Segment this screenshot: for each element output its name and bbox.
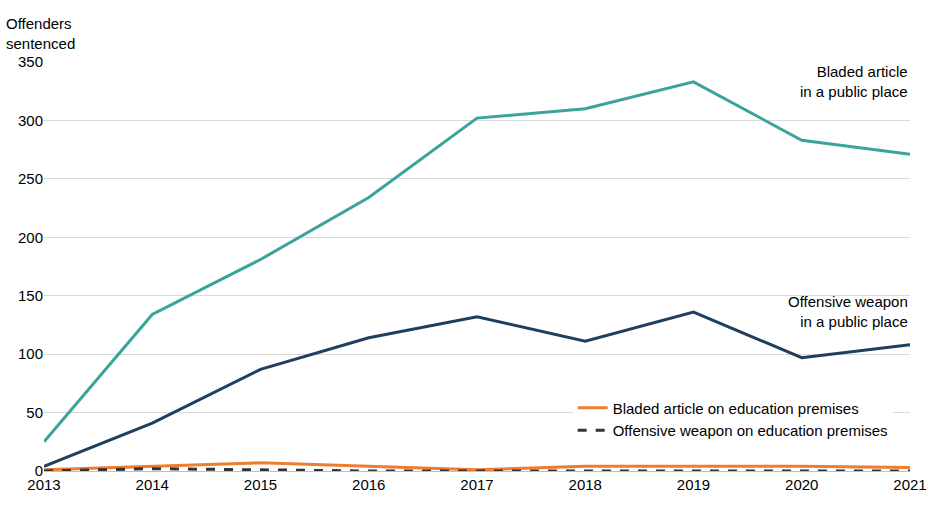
svg-text:Offensive weapon on education: Offensive weapon on education premises	[613, 422, 888, 439]
svg-text:2018: 2018	[569, 476, 602, 493]
svg-text:2015: 2015	[244, 476, 277, 493]
svg-text:50: 50	[26, 404, 43, 421]
svg-text:100: 100	[18, 345, 43, 362]
svg-text:Bladed article on education pr: Bladed article on education premises	[613, 400, 859, 417]
svg-text:300: 300	[18, 112, 43, 129]
svg-text:Offenderssentenced: Offenderssentenced	[6, 15, 75, 52]
svg-text:Bladed articlein a public plac: Bladed articlein a public place	[800, 63, 908, 100]
svg-text:2016: 2016	[352, 476, 385, 493]
svg-text:2013: 2013	[27, 476, 60, 493]
svg-text:Offensive weaponin a public pl: Offensive weaponin a public place	[788, 293, 908, 330]
svg-text:0: 0	[35, 462, 43, 479]
svg-text:200: 200	[18, 229, 43, 246]
svg-text:350: 350	[18, 53, 43, 70]
svg-text:250: 250	[18, 170, 43, 187]
svg-text:2019: 2019	[677, 476, 710, 493]
svg-text:150: 150	[18, 287, 43, 304]
svg-text:2021: 2021	[893, 476, 926, 493]
svg-text:2020: 2020	[785, 476, 818, 493]
svg-text:2017: 2017	[460, 476, 493, 493]
svg-text:2014: 2014	[136, 476, 169, 493]
